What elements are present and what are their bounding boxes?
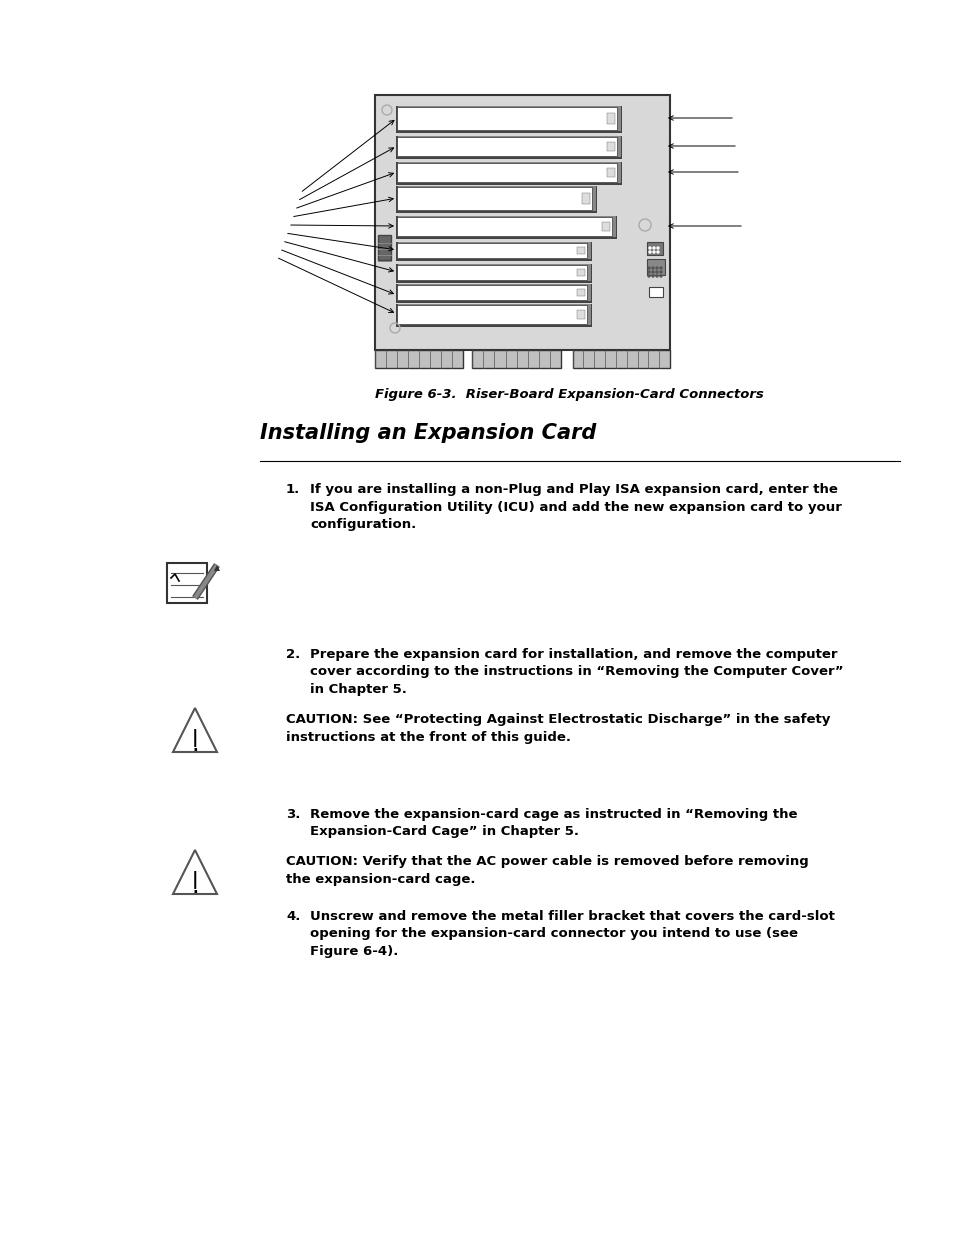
Bar <box>395 186 597 212</box>
Circle shape <box>659 270 661 273</box>
Text: CAUTION: See “Protecting Against Electrostatic Discharge” in the safety
instruct: CAUTION: See “Protecting Against Electro… <box>286 713 829 743</box>
Polygon shape <box>172 850 216 894</box>
Bar <box>395 304 592 327</box>
Bar <box>572 350 669 368</box>
Bar <box>397 186 596 211</box>
Bar <box>396 186 592 210</box>
Bar <box>396 243 586 258</box>
Text: 2.: 2. <box>286 648 300 661</box>
Bar <box>397 162 620 183</box>
Text: 3.: 3. <box>286 808 300 821</box>
Circle shape <box>651 275 654 277</box>
Circle shape <box>648 247 650 249</box>
Bar <box>396 266 586 280</box>
Bar <box>397 264 590 282</box>
Bar <box>395 216 617 240</box>
Text: Unscrew and remove the metal filler bracket that covers the card-slot
opening fo: Unscrew and remove the metal filler brac… <box>310 910 834 958</box>
Bar <box>395 242 592 261</box>
Circle shape <box>652 251 655 253</box>
Bar <box>606 142 615 151</box>
Bar <box>577 269 584 277</box>
Bar <box>606 112 615 125</box>
Bar <box>395 136 621 159</box>
Bar <box>375 95 669 350</box>
Bar <box>646 242 662 254</box>
Bar <box>396 285 586 300</box>
Text: Installing an Expansion Card: Installing an Expansion Card <box>260 424 596 443</box>
Text: 4.: 4. <box>286 910 300 923</box>
Bar <box>396 163 617 182</box>
Bar <box>646 259 664 275</box>
Circle shape <box>652 247 655 249</box>
Text: If you are installing a non-Plug and Play ISA expansion card, enter the
ISA Conf: If you are installing a non-Plug and Pla… <box>310 483 841 531</box>
Circle shape <box>648 251 650 253</box>
Bar <box>396 217 612 236</box>
Bar <box>472 350 560 368</box>
Bar <box>606 168 615 178</box>
Circle shape <box>656 270 658 273</box>
Text: Prepare the expansion card for installation, and remove the computer
cover accor: Prepare the expansion card for installat… <box>310 648 842 697</box>
Bar <box>397 136 620 157</box>
Polygon shape <box>213 564 220 571</box>
Bar <box>395 264 592 283</box>
Text: |: | <box>192 871 198 889</box>
Polygon shape <box>172 708 216 752</box>
Bar <box>397 216 616 237</box>
Bar <box>577 289 584 296</box>
Circle shape <box>647 270 649 273</box>
Text: CAUTION: Verify that the AC power cable is removed before removing
the expansion: CAUTION: Verify that the AC power cable … <box>286 855 808 885</box>
Bar <box>397 106 620 131</box>
Text: Figure 6-3.  Riser-Board Expansion-Card Connectors: Figure 6-3. Riser-Board Expansion-Card C… <box>375 388 763 401</box>
Bar <box>397 242 590 259</box>
Text: .: . <box>192 881 197 897</box>
Bar <box>581 193 589 204</box>
Text: Remove the expansion-card cage as instructed in “Removing the
Expansion-Card Cag: Remove the expansion-card cage as instru… <box>310 808 797 839</box>
Text: .: . <box>192 739 197 755</box>
Bar <box>396 305 586 324</box>
Circle shape <box>657 251 659 253</box>
Bar <box>395 106 621 133</box>
Bar <box>577 247 584 254</box>
Bar <box>395 284 592 303</box>
Bar <box>601 222 609 231</box>
Circle shape <box>651 267 654 269</box>
Circle shape <box>657 247 659 249</box>
Text: 1.: 1. <box>286 483 300 496</box>
Circle shape <box>659 275 661 277</box>
Bar <box>396 137 617 156</box>
Polygon shape <box>167 563 207 603</box>
Text: |: | <box>192 729 198 747</box>
Bar <box>577 310 584 320</box>
Bar <box>396 107 617 130</box>
Circle shape <box>651 270 654 273</box>
Circle shape <box>647 267 649 269</box>
Bar <box>377 235 391 261</box>
Bar <box>375 350 463 368</box>
Circle shape <box>659 267 661 269</box>
Circle shape <box>656 275 658 277</box>
Bar <box>648 287 662 296</box>
Circle shape <box>656 267 658 269</box>
Bar <box>395 162 621 185</box>
Bar <box>397 304 590 325</box>
Bar <box>397 284 590 301</box>
Circle shape <box>647 275 649 277</box>
